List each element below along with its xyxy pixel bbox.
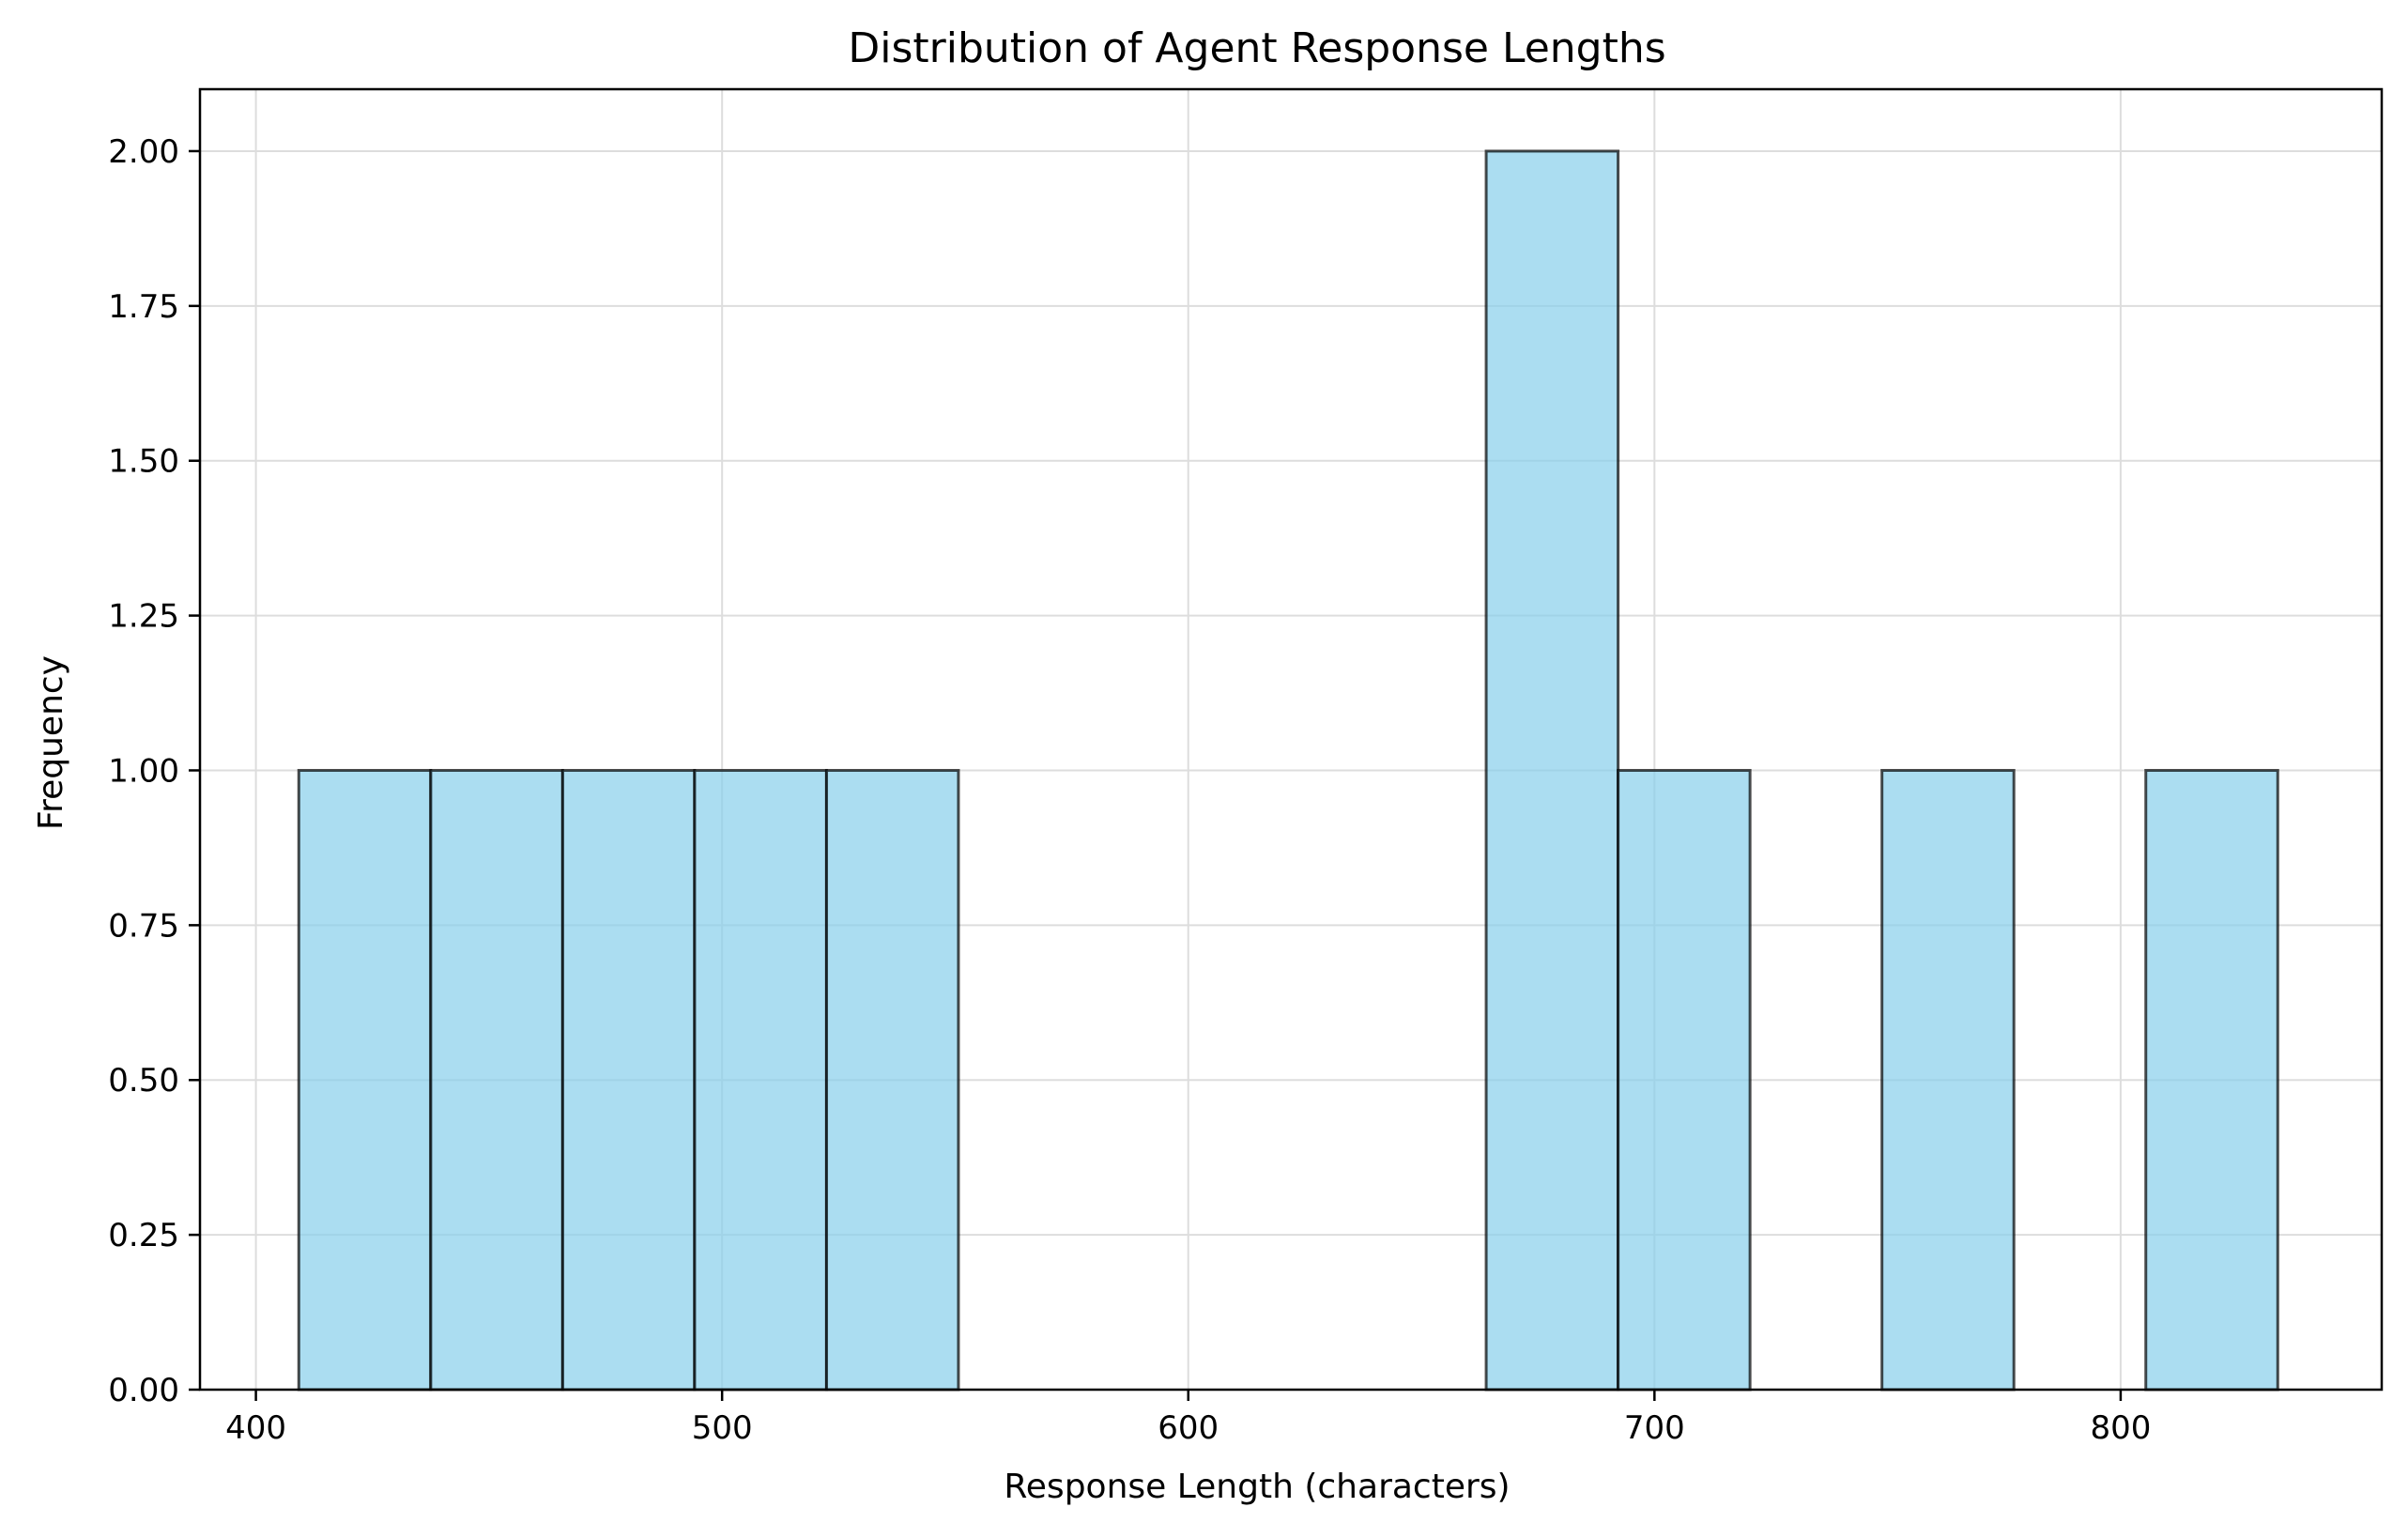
- x-tick-label: 500: [692, 1409, 753, 1447]
- x-tick-label: 600: [1158, 1409, 1219, 1447]
- y-tick-label: 2.00: [108, 133, 179, 171]
- y-tick-label: 0.50: [108, 1062, 179, 1100]
- bar-layer: [297, 149, 2279, 1392]
- y-tick-label: 1.00: [108, 752, 179, 790]
- histogram-bar: [1617, 768, 1752, 1392]
- chart-title: Distribution of Agent Response Lengths: [848, 24, 1665, 72]
- x-tick-label: 800: [2090, 1409, 2151, 1447]
- y-tick-label: 0.25: [108, 1217, 179, 1254]
- axis-layer: 400 500 600 700 800 0.00 0.25 0.50 0.75 1.00 1.25 1…: [108, 87, 2384, 1447]
- histogram-bar: [1484, 149, 1620, 1392]
- y-axis-label: Frequency: [32, 655, 70, 830]
- histogram-bar: [560, 768, 697, 1392]
- histogram-bar: [297, 768, 433, 1392]
- histogram-bar: [1880, 768, 2016, 1392]
- y-tick-label: 1.25: [108, 598, 179, 636]
- y-tick-label: 0.00: [108, 1372, 179, 1409]
- histogram-bar: [429, 768, 564, 1392]
- histogram-bar: [693, 768, 828, 1392]
- histogram-bar: [2144, 768, 2279, 1392]
- plot-frame: [198, 87, 2384, 1392]
- x-axis-label: Response Length (characters): [1004, 1468, 1510, 1506]
- x-tick-label: 700: [1624, 1409, 1685, 1447]
- x-tick-label: 400: [225, 1409, 286, 1447]
- y-tick-label: 1.75: [108, 288, 179, 326]
- y-tick-label: 0.75: [108, 907, 179, 945]
- y-tick-label: 1.50: [108, 443, 179, 481]
- histogram-bar: [824, 768, 960, 1392]
